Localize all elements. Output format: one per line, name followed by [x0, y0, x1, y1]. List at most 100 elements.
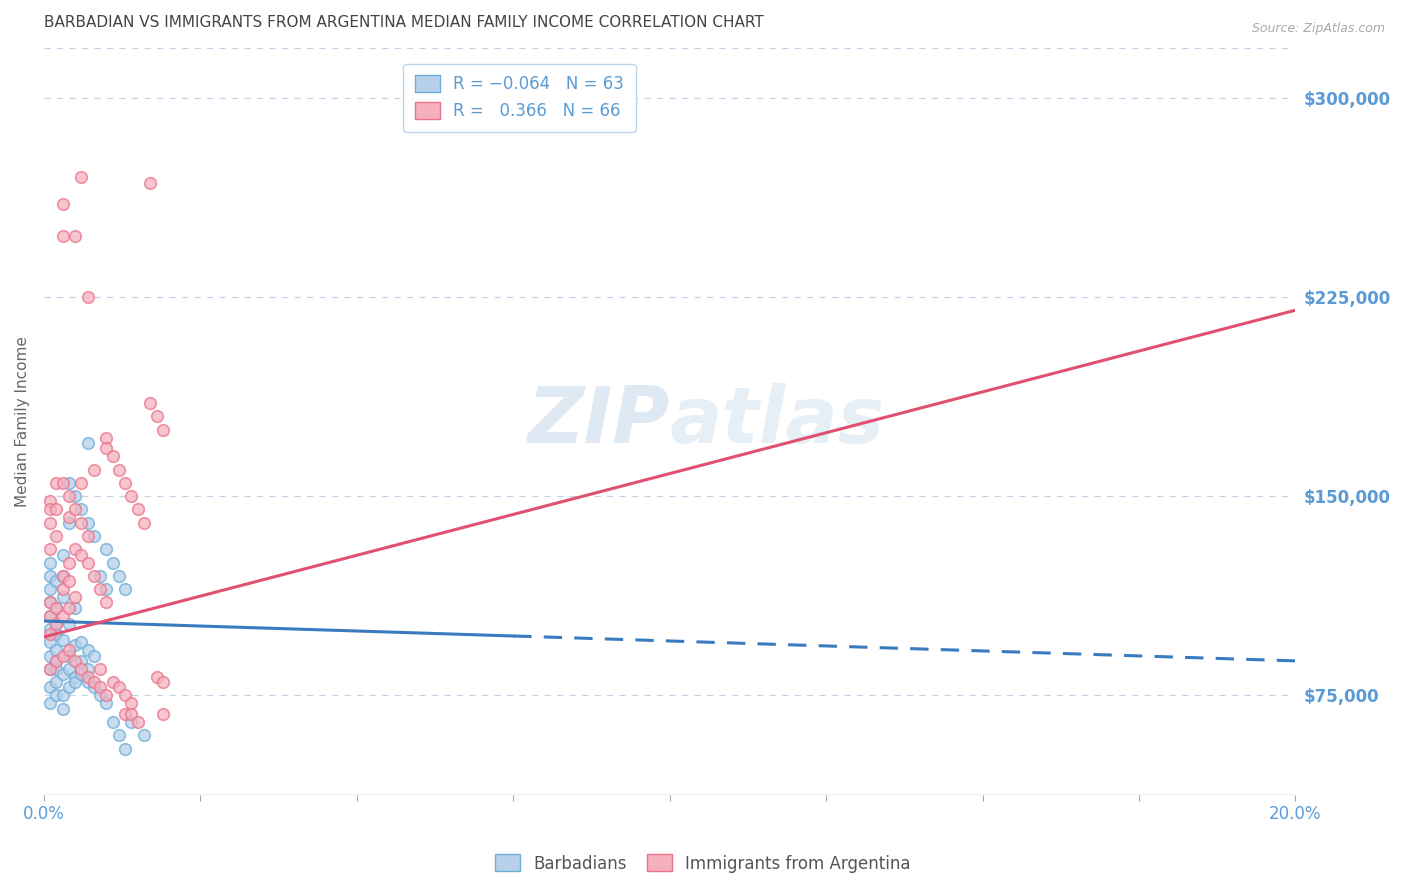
Point	[76, 436, 98, 450]
Point	[52, 608, 75, 623]
Point	[89, 689, 111, 703]
Point	[52, 569, 75, 583]
Point	[45, 654, 67, 668]
Point	[114, 741, 136, 756]
Point	[70, 516, 93, 530]
Point	[96, 689, 118, 703]
Point	[70, 475, 93, 490]
Point	[45, 600, 67, 615]
Point	[96, 595, 118, 609]
Point	[58, 662, 80, 676]
Point	[76, 529, 98, 543]
Point	[101, 450, 124, 464]
Point	[76, 662, 98, 676]
Legend: R = −0.064   N = 63, R =   0.366   N = 66: R = −0.064 N = 63, R = 0.366 N = 66	[404, 63, 636, 132]
Point	[52, 569, 75, 583]
Point	[45, 502, 67, 516]
Point	[96, 582, 118, 596]
Point	[114, 582, 136, 596]
Point	[58, 556, 80, 570]
Point	[63, 502, 86, 516]
Point	[96, 431, 118, 445]
Point	[83, 681, 105, 695]
Point	[45, 529, 67, 543]
Point	[39, 662, 62, 676]
Point	[63, 228, 86, 243]
Point	[39, 648, 62, 663]
Point	[52, 648, 75, 663]
Point	[96, 542, 118, 557]
Point	[89, 569, 111, 583]
Point	[89, 662, 111, 676]
Point	[39, 608, 62, 623]
Point	[114, 689, 136, 703]
Point	[39, 542, 62, 557]
Point	[45, 475, 67, 490]
Point	[70, 654, 93, 668]
Point	[39, 595, 62, 609]
Point	[52, 632, 75, 647]
Point	[76, 670, 98, 684]
Point	[83, 462, 105, 476]
Point	[39, 662, 62, 676]
Point	[63, 489, 86, 503]
Point	[52, 702, 75, 716]
Point	[58, 475, 80, 490]
Point	[39, 635, 62, 649]
Point	[70, 667, 93, 681]
Point	[83, 675, 105, 690]
Point	[108, 681, 131, 695]
Point	[127, 502, 149, 516]
Point	[39, 608, 62, 623]
Point	[76, 516, 98, 530]
Point	[39, 569, 62, 583]
Point	[45, 616, 67, 631]
Point	[76, 556, 98, 570]
Point	[114, 706, 136, 721]
Text: ZIP: ZIP	[527, 384, 669, 459]
Point	[108, 462, 131, 476]
Point	[45, 654, 67, 668]
Point	[39, 697, 62, 711]
Point	[58, 648, 80, 663]
Point	[83, 648, 105, 663]
Point	[45, 689, 67, 703]
Point	[52, 548, 75, 562]
Point	[152, 706, 174, 721]
Y-axis label: Median Family Income: Median Family Income	[15, 336, 30, 507]
Point	[76, 643, 98, 657]
Point	[63, 638, 86, 652]
Point	[121, 697, 143, 711]
Text: atlas: atlas	[669, 384, 884, 459]
Point	[70, 548, 93, 562]
Point	[83, 569, 105, 583]
Point	[45, 600, 67, 615]
Point	[76, 675, 98, 690]
Point	[76, 290, 98, 304]
Point	[63, 670, 86, 684]
Point	[58, 489, 80, 503]
Point	[152, 675, 174, 690]
Point	[108, 569, 131, 583]
Point	[58, 643, 80, 657]
Point	[101, 675, 124, 690]
Legend: Barbadians, Immigrants from Argentina: Barbadians, Immigrants from Argentina	[488, 847, 918, 880]
Point	[39, 582, 62, 596]
Point	[45, 627, 67, 641]
Point	[39, 494, 62, 508]
Point	[52, 689, 75, 703]
Text: Source: ZipAtlas.com: Source: ZipAtlas.com	[1251, 22, 1385, 36]
Point	[52, 582, 75, 596]
Point	[70, 635, 93, 649]
Point	[96, 697, 118, 711]
Point	[39, 681, 62, 695]
Point	[145, 670, 167, 684]
Point	[132, 728, 155, 742]
Point	[139, 176, 162, 190]
Point	[39, 516, 62, 530]
Point	[39, 595, 62, 609]
Point	[45, 616, 67, 631]
Point	[152, 423, 174, 437]
Point	[89, 582, 111, 596]
Point	[58, 510, 80, 524]
